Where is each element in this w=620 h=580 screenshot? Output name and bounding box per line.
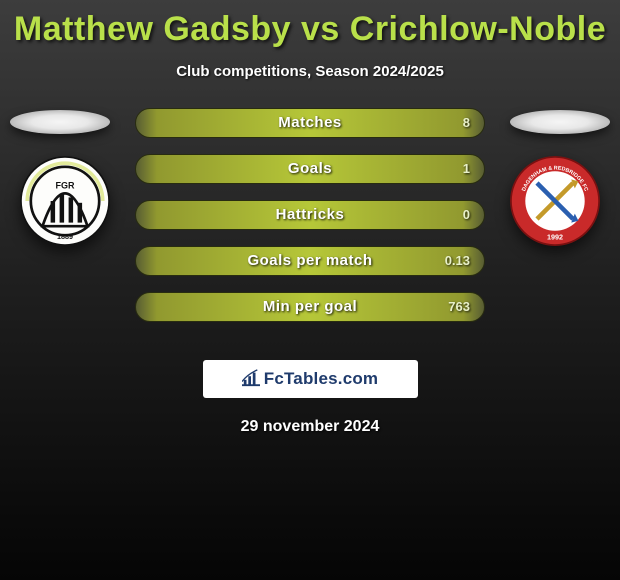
stat-label: Goals per match <box>247 247 372 275</box>
stat-label: Hattricks <box>276 201 345 229</box>
stat-right-value: 8 <box>446 109 470 137</box>
player-halo-left <box>10 110 110 134</box>
generated-date: 29 november 2024 <box>0 418 620 436</box>
club-crest-left: FGR 1889 <box>20 156 110 246</box>
stat-right-value: 763 <box>446 293 470 321</box>
player-halo-right <box>510 110 610 134</box>
stat-label: Goals <box>288 155 332 183</box>
svg-text:1889: 1889 <box>57 232 73 241</box>
comparison-area: FGR 1889 DAGENHAM & REDBRIDGE FC 1992 Ma… <box>0 108 620 358</box>
stat-row-matches: Matches 8 <box>135 108 485 138</box>
stat-row-min-per-goal: Min per goal 763 <box>135 292 485 322</box>
svg-text:1992: 1992 <box>547 233 563 242</box>
svg-text:FGR: FGR <box>56 180 75 190</box>
stat-right-value: 1 <box>446 155 470 183</box>
stat-right-value: 0.13 <box>445 247 470 275</box>
stat-row-hattricks: Hattricks 0 <box>135 200 485 230</box>
brand-badge: FcTables.com <box>203 360 418 398</box>
stat-row-goals: Goals 1 <box>135 154 485 184</box>
stat-label: Min per goal <box>263 293 357 321</box>
stat-right-value: 0 <box>446 201 470 229</box>
stat-rows: Matches 8 Goals 1 Hattricks 0 Goals per … <box>135 108 485 338</box>
stat-row-goals-per-match: Goals per match 0.13 <box>135 246 485 276</box>
bar-chart-icon <box>242 369 260 387</box>
subtitle: Club competitions, Season 2024/2025 <box>0 63 620 80</box>
page-title: Matthew Gadsby vs Crichlow-Noble <box>0 0 620 49</box>
club-crest-right: DAGENHAM & REDBRIDGE FC 1992 <box>510 156 600 246</box>
stat-label: Matches <box>278 109 342 137</box>
brand-text: FcTables.com <box>264 369 379 388</box>
